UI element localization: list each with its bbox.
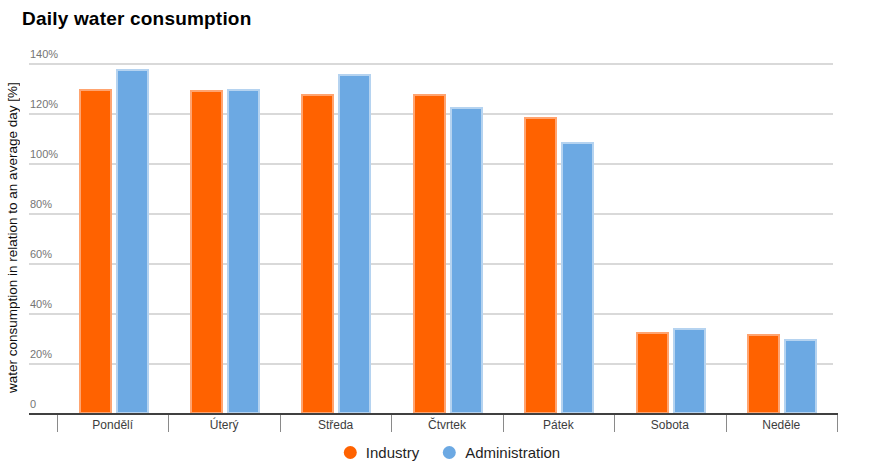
y-axis-title: water consumption in relation to an aver… xyxy=(2,60,22,416)
bar-industry-Pátek[interactable] xyxy=(524,117,557,415)
legend-dot-icon xyxy=(344,446,357,459)
x-axis-line xyxy=(29,413,838,415)
chart-container: Daily water consumption water consumptio… xyxy=(0,0,885,474)
x-axis-label: Úterý xyxy=(168,418,279,432)
x-axis-tick xyxy=(837,414,838,432)
y-axis-tick-label: 0 xyxy=(30,398,36,410)
y-axis-tick-label: 40% xyxy=(30,298,52,310)
bar-administration-Úterý[interactable] xyxy=(227,89,260,414)
y-axis-tick-label: 100% xyxy=(30,148,58,160)
bar-administration-Sobota[interactable] xyxy=(673,328,706,414)
legend-item-administration[interactable]: Administration xyxy=(443,444,560,461)
bar-industry-Úterý[interactable] xyxy=(190,90,223,414)
legend-item-industry[interactable]: Industry xyxy=(344,444,419,461)
bar-industry-Čtvrtek[interactable] xyxy=(413,94,446,414)
bar-industry-Sobota[interactable] xyxy=(636,332,669,415)
x-axis-label: Středa xyxy=(280,418,391,432)
bar-administration-Středa[interactable] xyxy=(338,74,371,414)
bar-administration-Pondělí[interactable] xyxy=(116,69,149,414)
y-axis-tick-label: 60% xyxy=(30,248,52,260)
x-axis-label: Čtvrtek xyxy=(391,418,502,432)
bar-administration-Čtvrtek[interactable] xyxy=(450,107,483,415)
legend-label: Industry xyxy=(366,444,419,461)
y-axis-tick-label: 20% xyxy=(30,348,52,360)
legend: Industry Administration xyxy=(344,444,560,461)
x-axis-label: Pondělí xyxy=(57,418,168,432)
bar-industry-Pondělí[interactable] xyxy=(79,89,112,414)
y-axis-tick-label: 120% xyxy=(30,98,58,110)
bar-administration-Pátek[interactable] xyxy=(561,142,594,415)
legend-label: Administration xyxy=(465,444,560,461)
bar-administration-Neděle[interactable] xyxy=(784,339,817,414)
y-axis-tick-label: 80% xyxy=(30,198,52,210)
x-axis-label: Sobota xyxy=(614,418,725,432)
legend-dot-icon xyxy=(443,446,456,459)
x-axis-label: Neděle xyxy=(726,418,837,432)
y-gridline xyxy=(29,63,833,65)
x-axis-label: Pátek xyxy=(503,418,614,432)
chart-title: Daily water consumption xyxy=(22,8,251,30)
bar-industry-Středa[interactable] xyxy=(301,94,334,414)
y-axis-tick-label: 140% xyxy=(30,48,58,60)
bar-industry-Neděle[interactable] xyxy=(747,334,780,414)
